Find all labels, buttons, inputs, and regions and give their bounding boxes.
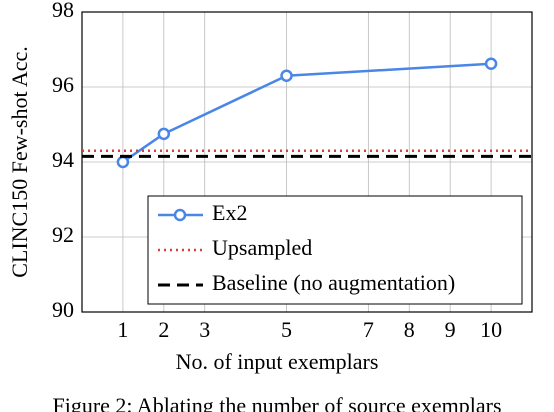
legend-label: Upsampled	[212, 235, 312, 260]
y-tick-label: 94	[52, 147, 74, 172]
y-tick-label: 92	[52, 222, 74, 247]
x-tick-label: 8	[404, 317, 415, 342]
x-tick-label: 5	[281, 317, 292, 342]
y-tick-label: 90	[52, 297, 74, 322]
caption: Figure 2: Ablating the number of source …	[52, 393, 501, 412]
x-tick-label: 9	[445, 317, 456, 342]
y-tick-label: 98	[52, 0, 74, 22]
y-axis-label: CLINC150 Few-shot Acc.	[7, 46, 32, 278]
legend-label: Ex2	[212, 200, 247, 225]
y-tick-label: 96	[52, 72, 74, 97]
series-line	[122, 62, 492, 164]
data-point	[280, 69, 293, 82]
x-tick-label: 2	[158, 317, 169, 342]
plot-frame	[81, 11, 533, 313]
legend-marker	[173, 208, 187, 222]
x-axis-label: No. of input exemplars	[176, 349, 379, 374]
legend-box	[147, 195, 523, 305]
x-tick-label: 10	[480, 317, 502, 342]
x-tick-label: 7	[363, 317, 374, 342]
data-point	[116, 155, 130, 169]
data-point	[157, 127, 171, 141]
data-point	[484, 57, 498, 70]
x-tick-label: 3	[199, 317, 210, 342]
x-tick-label: 1	[117, 317, 128, 342]
legend-label: Baseline (no augmentation)	[212, 270, 455, 295]
